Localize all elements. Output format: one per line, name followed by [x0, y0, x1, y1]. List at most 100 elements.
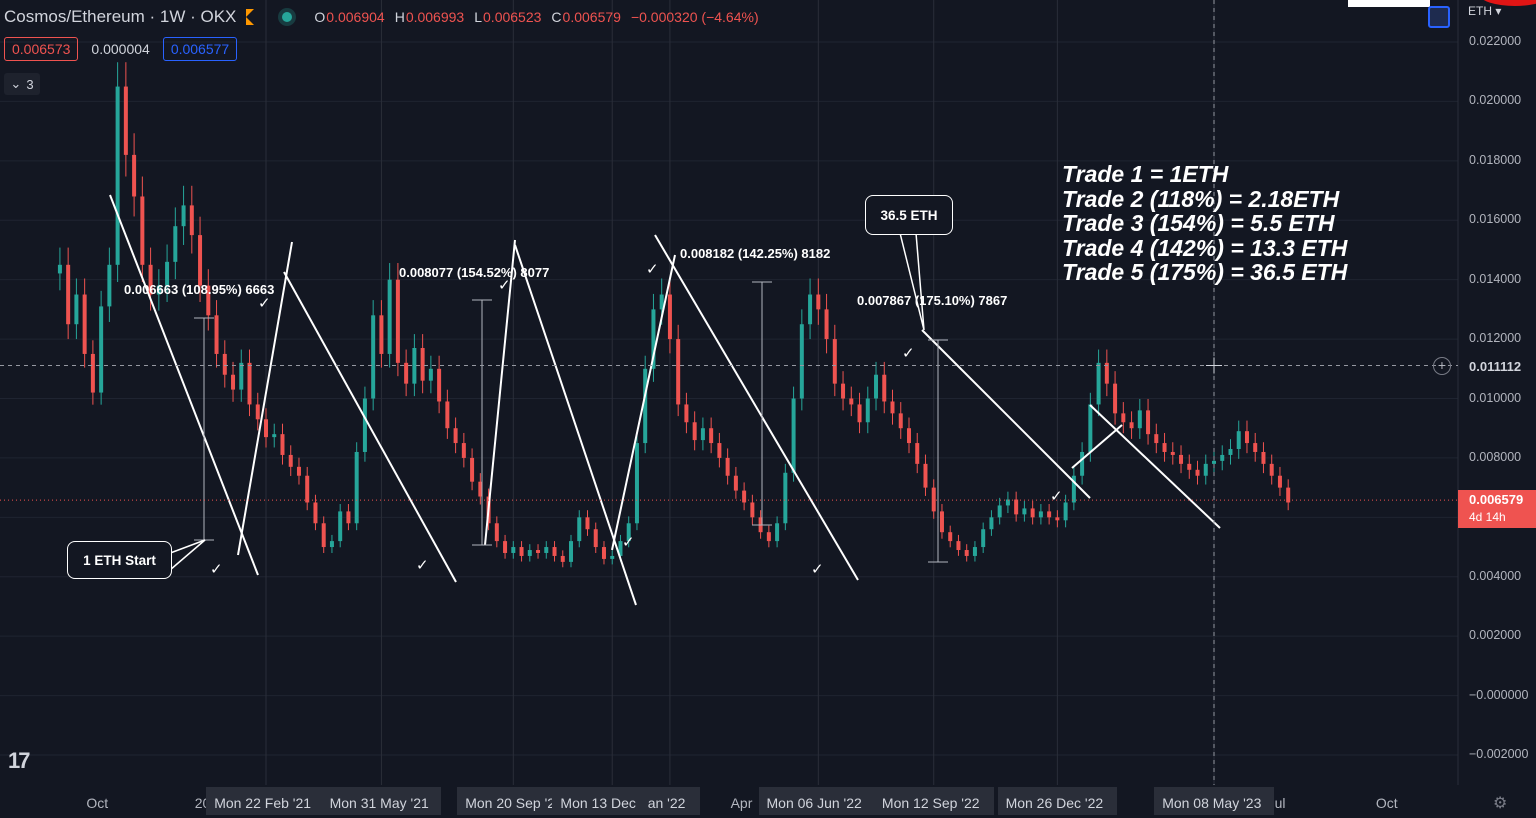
x-highlight-bg	[997, 787, 1118, 815]
candle-body	[264, 419, 268, 438]
check-icon: ✓	[498, 277, 511, 294]
candle-body	[313, 502, 318, 524]
candle-body	[519, 547, 524, 556]
candle-body	[478, 481, 483, 497]
callout-eth-start[interactable]: 1 ETH Start	[67, 541, 172, 579]
x-highlight-label: an '22	[647, 795, 686, 811]
candle-body	[272, 434, 277, 438]
callout-36-eth[interactable]: 36.5 ETH	[865, 195, 953, 235]
flag-icon[interactable]	[246, 9, 255, 25]
candle-body	[338, 511, 343, 542]
indicators-toggle-button[interactable]: ⌄ 3	[4, 73, 40, 95]
candle-body	[173, 226, 178, 262]
candle-body	[560, 555, 565, 562]
candle-body	[981, 529, 986, 548]
candle-body	[321, 523, 326, 548]
candle-body	[66, 264, 71, 325]
candle-body	[544, 547, 549, 553]
candle-body	[626, 523, 631, 542]
price-change: −0.000320 (−4.64%)	[630, 9, 759, 25]
trade-line: Trade 2 (118%) = 2.18ETH	[1062, 185, 1340, 212]
trades-text-annotation[interactable]: Trade 1 = 1ETH Trade 2 (118%) = 2.18ETH …	[1062, 162, 1347, 285]
candle-body	[123, 86, 128, 155]
low-value: 0.006523	[483, 9, 542, 25]
candle-body	[832, 339, 837, 384]
candle-body	[239, 362, 244, 390]
candle-body	[214, 315, 219, 354]
candles	[57, 62, 1291, 568]
x-highlight-label: Mon 13 Dec '21	[560, 795, 659, 811]
sell-button[interactable]: 0.006573	[4, 37, 79, 61]
overlay-bar	[1348, 0, 1430, 7]
plus-circle-icon[interactable]: +	[1433, 357, 1451, 375]
candle-body	[206, 285, 211, 316]
candle-body	[923, 463, 928, 488]
candle-body	[1022, 508, 1027, 515]
candle-body	[898, 413, 903, 429]
candle-body	[964, 550, 969, 556]
x-tick-label: Apr	[730, 795, 753, 811]
high-label: H	[394, 9, 405, 25]
y-tick-label: 0.018000	[1469, 152, 1522, 167]
currency-selector[interactable]: ETH ▾	[1468, 4, 1501, 18]
candle-body	[222, 353, 227, 375]
candle-body	[74, 294, 79, 325]
move-annotation-1: 0.006663 (108.95%) 6663	[124, 282, 275, 297]
candle-body	[1038, 511, 1043, 518]
x-highlight-bg	[873, 787, 994, 815]
candle-body	[989, 517, 994, 530]
spread-value: 0.000004	[91, 41, 150, 57]
trade-line: Trade 3 (154%) = 5.5 ETH	[1062, 210, 1335, 236]
candle-body	[1187, 463, 1192, 470]
crosshair-price-label: 0.011112	[1460, 358, 1536, 376]
gear-icon[interactable]: ⚙	[1493, 795, 1508, 812]
candle-body	[948, 532, 953, 542]
symbol-title[interactable]: Cosmos/Ethereum · 1W · OKX	[4, 7, 237, 26]
last-price: 0.006579	[1469, 492, 1524, 507]
buy-button[interactable]: 0.006577	[162, 37, 238, 61]
candle-body	[700, 428, 705, 441]
y-tick-label: 0.020000	[1469, 93, 1522, 108]
crosshair	[0, 0, 1458, 785]
x-tick-label: Oct	[86, 795, 109, 811]
candle-body	[453, 428, 458, 444]
check-icon: ✓	[416, 557, 429, 574]
layout-square-icon[interactable]	[1428, 6, 1450, 28]
candle-body	[634, 443, 639, 524]
candle-body	[107, 264, 112, 307]
candle-body	[1113, 383, 1118, 414]
x-highlight-bg	[639, 787, 701, 815]
x-tick-label: Oct	[1375, 795, 1398, 811]
bar-countdown: 4d 14h	[1469, 510, 1506, 524]
chevron-down-icon: ⌄	[10, 76, 22, 91]
candle-body	[165, 261, 170, 286]
candle-body	[1088, 404, 1093, 452]
candle-body	[569, 541, 574, 562]
candle-body	[667, 294, 672, 340]
candle-body	[1154, 434, 1159, 444]
candle-body	[1047, 511, 1052, 518]
symbol-legend[interactable]: Cosmos/Ethereum · 1W · OKX O0.006904 H0.…	[4, 5, 759, 29]
tradingview-logo-icon[interactable]: 17	[8, 748, 31, 773]
candle-body	[684, 404, 689, 423]
candle-body	[115, 86, 120, 265]
trend-line	[611, 254, 676, 551]
candle-body	[1121, 413, 1126, 423]
trend-line-drawings	[109, 194, 1221, 606]
candle-body	[470, 457, 475, 482]
candle-body	[1261, 451, 1266, 464]
candle-body	[156, 285, 161, 295]
candle-body	[865, 398, 870, 423]
x-highlight-label: Mon 12 Sep '22	[881, 795, 980, 811]
candle-body	[1170, 451, 1175, 455]
ohlc-high: H0.006993	[395, 9, 465, 25]
ohlc-low: L0.006523	[474, 9, 541, 25]
trade-line: Trade 5 (175%) = 36.5 ETH	[1062, 259, 1348, 285]
candle-body	[420, 347, 425, 381]
candle-body	[437, 368, 442, 402]
low-label: L	[474, 9, 483, 25]
candle-body	[824, 309, 829, 340]
candle-body	[255, 404, 260, 420]
candle-body	[1228, 449, 1233, 455]
